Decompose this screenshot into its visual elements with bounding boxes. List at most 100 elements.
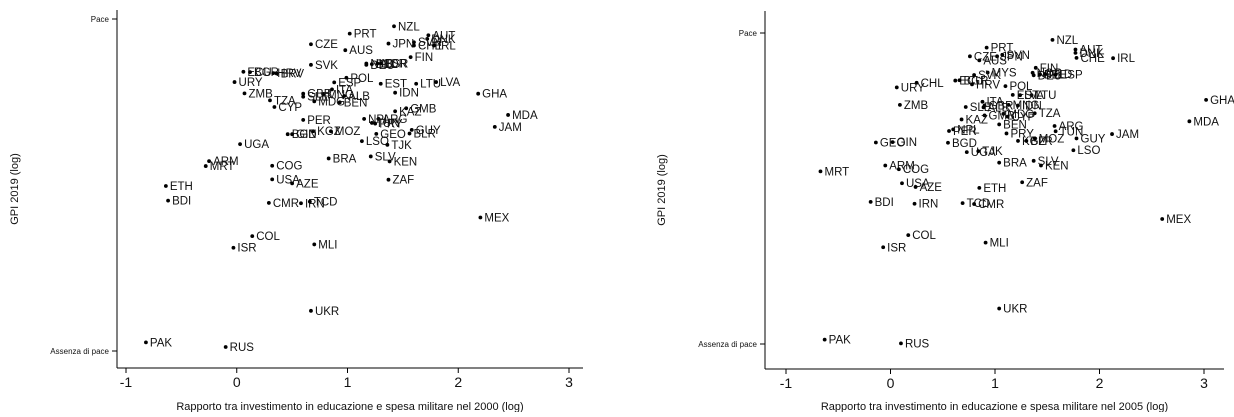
point-label: ARG [1059, 121, 1084, 133]
data-point-mrt: MRT [818, 166, 849, 178]
data-point-bgr: BGR [248, 67, 279, 79]
data-point-dnk: DNK [1073, 48, 1104, 60]
data-point-cog: COG [270, 161, 302, 173]
point-label: EST [1017, 90, 1039, 102]
point-marker [1032, 136, 1037, 141]
point-marker [434, 80, 438, 84]
point-marker [272, 105, 277, 109]
data-point-cmr: CMR [266, 198, 299, 210]
data-point-hrv: HRV [970, 79, 1000, 91]
point-marker [947, 129, 951, 133]
data-point-guy: GUY [1074, 133, 1106, 145]
point-marker [1031, 73, 1036, 78]
point-label: BEN [344, 97, 368, 109]
data-point-cog: COG [896, 164, 929, 176]
point-marker [330, 87, 334, 92]
data-point-arg: ARG [1052, 121, 1084, 133]
point-label: MRT [824, 166, 849, 178]
point-marker [1016, 103, 1020, 108]
point-label: ECU [247, 67, 271, 79]
data-point-ben: BEN [997, 119, 1027, 131]
data-point-moz: MOZ [1032, 133, 1064, 145]
data-point-irn: IRN [912, 199, 938, 211]
data-point-pak: PAK [144, 337, 172, 349]
data-point-bra: BRA [326, 153, 357, 165]
point-label: PER [953, 126, 977, 138]
point-marker [1032, 111, 1037, 116]
point-label: KGZ [317, 126, 341, 138]
data-point-kgz: KGZ [311, 126, 341, 138]
data-point-zmb: ZMB [898, 100, 929, 112]
point-marker [1031, 158, 1036, 163]
point-label: KEN [1045, 160, 1069, 172]
point-label: TZA [1039, 108, 1061, 120]
point-marker [344, 75, 349, 80]
point-marker [946, 140, 950, 145]
data-point-ury: URY [232, 77, 263, 89]
point-marker [959, 117, 964, 122]
data-point-gmb: GMB [982, 110, 1015, 122]
x-axis-title: Rapporto tra investimento in educazione … [176, 401, 523, 412]
point-marker [223, 345, 228, 349]
x-tick-label: 3 [565, 374, 573, 390]
point-marker [1016, 139, 1020, 143]
data-point-ecu: ECU [241, 67, 272, 79]
point-label: SVN [418, 37, 442, 49]
point-marker [408, 55, 413, 60]
data-point-ukr: UKR [997, 304, 1027, 316]
point-label: UKR [1003, 304, 1027, 316]
point-label: BGR [254, 67, 279, 79]
point-marker [913, 185, 918, 189]
y-axis-title: GPI 2019 (log) [9, 153, 21, 225]
data-point-ury: URY [894, 82, 925, 94]
data-point-dnk: DNK [425, 34, 456, 46]
point-marker [1074, 136, 1079, 141]
data-point-arg: ARG [376, 114, 407, 126]
data-point-bgd: BGD [946, 138, 977, 150]
data-point-tjk: TJK [385, 140, 412, 152]
point-marker [997, 122, 1002, 127]
data-point-pry: PRY [1004, 128, 1034, 140]
data-point-est: EST [378, 79, 407, 91]
data-point-gbr: GBR [301, 89, 332, 101]
data-point-idn: IDN [1016, 100, 1042, 112]
point-marker [232, 80, 237, 84]
point-label: ESP [1060, 70, 1083, 82]
point-marker [985, 70, 990, 75]
point-marker [299, 201, 303, 206]
point-label: LSO [1077, 145, 1100, 157]
point-marker [343, 48, 348, 53]
point-marker [290, 132, 295, 137]
data-point-slv: SLV [1031, 156, 1059, 168]
point-label: POL [350, 73, 374, 85]
point-marker [1053, 72, 1058, 77]
point-marker [312, 242, 317, 247]
point-label: PRY [379, 119, 403, 131]
point-marker [960, 201, 965, 206]
point-marker [250, 234, 255, 239]
data-point-gmb: GMB [404, 103, 437, 115]
scatter-plot-1: -1 0 1 2 3 Pace Assenza di pace Rapporto tra in… [9, 10, 583, 413]
point-label: PAK [150, 337, 172, 349]
data-point-arm: ARM [207, 156, 239, 168]
point-label: PER [307, 115, 331, 127]
point-marker [376, 117, 381, 121]
point-label: KAZ [966, 114, 988, 126]
point-marker [822, 337, 827, 342]
point-marker [393, 90, 398, 95]
data-point-che: CHE [412, 41, 443, 53]
point-marker [359, 139, 364, 144]
data-point-rus: RUS [899, 338, 930, 350]
data-point-jam: JAM [1110, 129, 1139, 141]
point-label: CZE [315, 39, 338, 51]
point-marker [231, 245, 236, 250]
point-marker [412, 43, 416, 48]
point-marker [883, 163, 888, 168]
point-label: URY [239, 77, 263, 89]
data-point-mng: MNG [321, 89, 354, 101]
data-point-usa: USA [900, 178, 930, 190]
point-label: COL [912, 230, 936, 242]
point-label: USA [276, 174, 300, 186]
point-label: IRL [1117, 53, 1136, 65]
